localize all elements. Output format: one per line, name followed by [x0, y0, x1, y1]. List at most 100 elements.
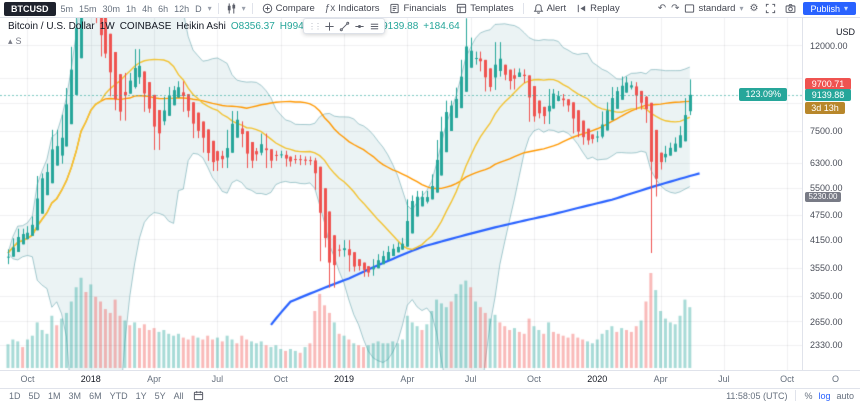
price-chart-canvas[interactable]	[0, 18, 802, 370]
price-tick-label: 3050.00	[810, 291, 843, 302]
price-tick-label: 2650.00	[810, 316, 843, 327]
bottom-bar-right: 11:58:05 (UTC) % log auto	[726, 390, 854, 401]
price-tick-label: 3550.00	[810, 263, 843, 274]
price-tick-label: 6300.00	[810, 158, 843, 169]
legend-style: Heikin Ashi	[176, 21, 226, 32]
replay-play-icon	[577, 4, 586, 13]
layout-select[interactable]: standard ▾	[684, 3, 744, 14]
interval-1h[interactable]: 1h	[123, 4, 139, 14]
redo-icon[interactable]: ↷	[671, 3, 680, 14]
indicators-label: Indicators	[338, 3, 380, 14]
compare-label: Compare	[275, 3, 315, 14]
interval-buttons: 5m 15m 30m 1h 4h 6h 12h D	[58, 4, 205, 14]
interval-30m[interactable]: 30m	[100, 4, 124, 14]
price-tick-label: 2330.00	[810, 340, 843, 351]
horizontal-line-tool-icon[interactable]	[354, 21, 365, 32]
clock-timezone[interactable]: 11:58:05 (UTC)	[726, 390, 788, 401]
price-tick-label: 5500.00	[810, 183, 843, 194]
publish-caret-icon: ▾	[843, 4, 848, 13]
interval-caret-icon[interactable]: ▾	[207, 4, 212, 13]
ha-close-price-badge: 9139.88	[805, 88, 851, 101]
price-tick-label: 7500.00	[810, 126, 843, 137]
style-caret-icon[interactable]: ▾	[241, 4, 246, 13]
scale-log[interactable]: log	[818, 390, 831, 401]
interval-4h[interactable]: 4h	[139, 4, 155, 14]
floating-drawing-toolbar: ⋮⋮	[303, 18, 385, 34]
interval-5m[interactable]: 5m	[58, 4, 77, 14]
range-5y[interactable]: 5Y	[152, 391, 169, 401]
go-to-date-button[interactable]	[191, 390, 206, 401]
settings-gear-icon[interactable]: ⚙	[749, 3, 759, 14]
snapshot-button[interactable]	[783, 3, 798, 14]
time-axis-label: Apr	[147, 374, 162, 384]
legend-interval: 1W	[99, 21, 115, 32]
compare-plus-icon	[262, 3, 272, 14]
trend-line-tool-icon[interactable]	[339, 21, 350, 32]
range-5d[interactable]: 5D	[26, 391, 44, 401]
range-1m[interactable]: 1M	[45, 391, 64, 401]
last-price-badge: 9700.71	[805, 77, 851, 90]
price-tick-label: 12000.00	[810, 40, 848, 51]
alert-button[interactable]: Alert	[529, 3, 571, 14]
interval-15m[interactable]: 15m	[76, 4, 100, 14]
scale-auto[interactable]: auto	[836, 390, 854, 401]
drag-handle-icon[interactable]: ⋮⋮	[308, 21, 322, 31]
time-axis-label: Jul	[464, 374, 477, 384]
undo-icon[interactable]: ↶	[657, 3, 667, 14]
bottom-bar-separator	[795, 390, 797, 401]
price-axis[interactable]: USD 9700.71 9139.88 3d 13h 5230.00 12000…	[802, 18, 860, 370]
legend-caret-up-icon: ▴	[8, 36, 13, 46]
financials-label: Financials	[403, 3, 447, 14]
fullscreen-button[interactable]	[763, 3, 778, 14]
time-axis-label: 2019	[334, 374, 355, 384]
compare-button[interactable]: Compare	[258, 3, 319, 14]
drawing-list-icon[interactable]	[369, 21, 380, 32]
interval-d[interactable]: D	[192, 4, 205, 14]
bottom-bar: 1D 5D 1M 3M 6M YTD 1Y 5Y All 11:58:05 (UTC) % log…	[0, 388, 860, 402]
percent-change-badge[interactable]: 123.09%	[739, 88, 787, 102]
time-axis-label: Oct	[273, 374, 288, 384]
templates-button[interactable]: Templates	[452, 3, 517, 14]
calendar-icon	[193, 391, 203, 401]
time-axis-label: Oct	[20, 374, 35, 384]
time-axis-corner: O	[802, 370, 860, 388]
price-axis-unit[interactable]: USD	[835, 27, 855, 37]
legend: Bitcoin / U.S. Dollar 1W COINBASE Heikin…	[8, 21, 460, 47]
toolbar-separator	[251, 3, 253, 14]
publish-button[interactable]: Publish ▾	[803, 2, 856, 15]
range-6m[interactable]: 6M	[86, 391, 105, 401]
interval-12h[interactable]: 12h	[171, 4, 192, 14]
indicators-button[interactable]: ƒx Indicators	[321, 3, 384, 14]
range-all[interactable]: All	[171, 391, 187, 401]
range-ytd[interactable]: YTD	[107, 391, 131, 401]
legend-exchange: COINBASE	[119, 21, 172, 32]
financials-report-icon	[390, 3, 400, 14]
time-axis-label: Apr	[653, 374, 668, 384]
range-1y[interactable]: 1Y	[133, 391, 150, 401]
toolbar-right-group: ↶ ↷ standard ▾ ⚙ Publish ▾	[658, 2, 856, 15]
toolbar-separator	[217, 3, 219, 14]
legend-open: O8356.37	[230, 21, 275, 32]
legend-collapse-toggle[interactable]: ▴ S	[8, 35, 460, 47]
time-axis-label: Oct	[526, 374, 541, 384]
replay-label: Replay	[590, 3, 620, 14]
range-3m[interactable]: 3M	[66, 391, 85, 401]
indicators-fx-icon: ƒx	[324, 3, 336, 14]
range-1d[interactable]: 1D	[6, 391, 24, 401]
interval-6h[interactable]: 6h	[155, 4, 171, 14]
replay-button[interactable]: Replay	[572, 3, 624, 14]
time-axis[interactable]: Oct 2018 Apr Jul Oct 2019 Apr Jul Oct 2020 Apr Jul O…	[0, 370, 802, 388]
symbol-button[interactable]: BTCUSD	[4, 1, 56, 16]
gray-price-badge: 5230.00	[805, 191, 841, 202]
crosshair-cursor-icon[interactable]	[324, 21, 335, 32]
legend-close: C9139.88	[374, 21, 419, 32]
layout-caret-icon: ▾	[739, 4, 744, 13]
price-tick-label: 4750.00	[810, 210, 843, 221]
legend-symbol-title[interactable]: Bitcoin / U.S. Dollar	[8, 21, 95, 32]
financials-button[interactable]: Financials	[385, 3, 450, 14]
scale-percent[interactable]: %	[804, 390, 813, 401]
fullscreen-icon	[766, 3, 776, 14]
time-axis-label: 2020	[587, 374, 608, 384]
toolbar-separator	[522, 3, 524, 14]
chart-style-button[interactable]	[224, 3, 239, 14]
